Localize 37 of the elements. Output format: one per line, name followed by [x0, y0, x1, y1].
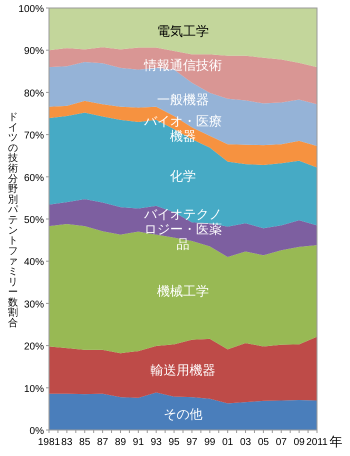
- x-tick-label: 83: [61, 437, 73, 448]
- x-tick-label: 03: [240, 437, 252, 448]
- y-tick-label: 60%: [24, 172, 44, 184]
- x-tick-label: 07: [276, 437, 288, 448]
- y-tick-label: 40%: [24, 257, 44, 268]
- series-label: 輸送用機器: [150, 362, 216, 378]
- x-tick-label: 89: [114, 437, 126, 448]
- series-label: その他: [164, 406, 202, 422]
- x-tick-label: 1981: [38, 437, 61, 448]
- series-label: 情報通信技術: [143, 57, 222, 72]
- y-tick-label: 80%: [24, 88, 44, 100]
- x-tick-label: 93: [150, 437, 162, 448]
- y-tick-label: 100%: [18, 4, 44, 15]
- series-label: バイオテクノロジー・医薬品: [143, 206, 222, 252]
- x-tick-label: 01: [222, 437, 234, 448]
- series-label: 化学: [170, 168, 196, 184]
- y-tick-label: 20%: [24, 342, 44, 353]
- x-tick-label: 99: [204, 437, 216, 448]
- x-tick-label: 97: [186, 437, 198, 448]
- y-tick-label: 50%: [24, 215, 44, 226]
- y-tick-label: 30%: [24, 299, 44, 310]
- series-label: 機械工学: [157, 284, 209, 299]
- y-tick-label: 90%: [24, 46, 44, 58]
- x-tick-label: 05: [258, 437, 270, 448]
- x-axis-title: 年: [330, 434, 342, 449]
- series-label: 電気工学: [157, 23, 209, 38]
- y-tick-label: 10%: [24, 384, 44, 395]
- x-tick-label: 09: [294, 437, 306, 448]
- x-tick-label: 95: [168, 437, 180, 448]
- x-tick-label: 91: [132, 437, 144, 448]
- series-label: 一般機器: [157, 92, 209, 107]
- text: ドイツの技術分野別パテントファミリー数割合: [8, 112, 18, 329]
- x-tick-label: 2011: [306, 437, 328, 448]
- y-tick-label: 0%: [30, 426, 44, 437]
- x-tick-label: 85: [79, 437, 91, 448]
- x-tick-label: 87: [97, 437, 109, 448]
- y-tick-label: 70%: [24, 130, 44, 142]
